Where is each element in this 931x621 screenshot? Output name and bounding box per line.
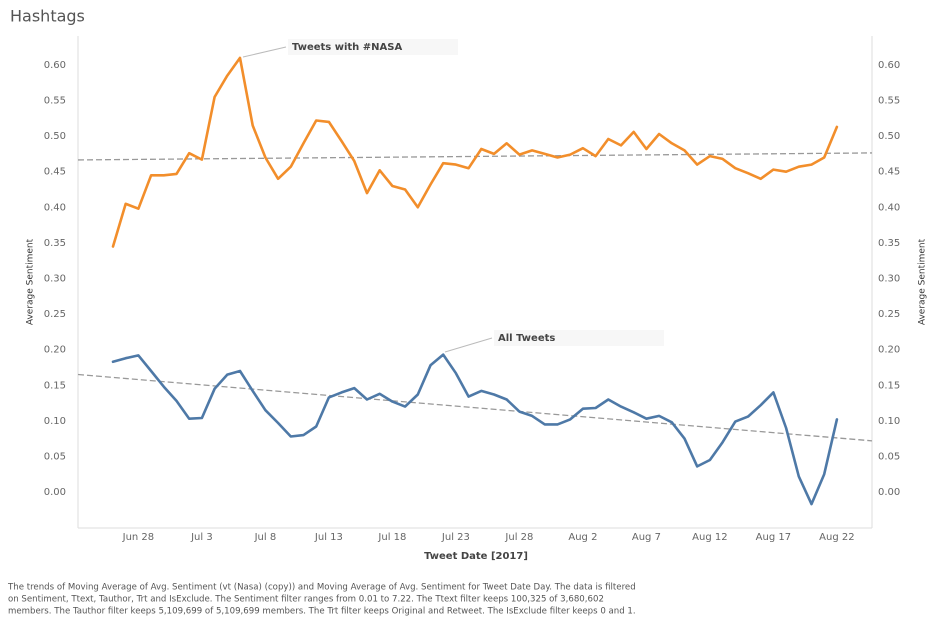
x-tick-label: Aug 7	[632, 532, 661, 543]
annotation: Tweets with #NASA	[292, 42, 402, 53]
series-line	[111, 56, 839, 248]
y2-tick-label: 0.25	[878, 309, 900, 320]
y-tick-label: 0.05	[44, 451, 66, 462]
y-tick-label: 0.30	[44, 273, 66, 284]
x-axis-title: Tweet Date [2017]	[424, 551, 528, 562]
x-tick-label: Jul 23	[441, 532, 470, 543]
x-tick-label: Jul 18	[377, 532, 406, 543]
y-tick-label: 0.45	[44, 167, 66, 178]
annotation-leader	[444, 337, 493, 353]
y2-tick-label: 0.55	[878, 96, 900, 107]
y2-tick-label: 0.30	[878, 273, 900, 284]
y-tick-label: 0.60	[44, 60, 66, 71]
y2-tick-label: 0.45	[878, 167, 900, 178]
y-tick-label: 0.20	[44, 345, 66, 356]
x-tick-label: Aug 2	[568, 532, 597, 543]
caption-line: The trends of Moving Average of Avg. Sen…	[7, 583, 636, 593]
y-tick-label: 0.55	[44, 96, 66, 107]
caption-line: on Sentiment, Ttext, Tauthor, Trt and Is…	[8, 595, 604, 605]
y-tick-label: 0.35	[44, 238, 66, 249]
y2-tick-label: 0.50	[878, 131, 900, 142]
x-tick-label: Jul 13	[314, 532, 343, 543]
x-tick-label: Aug 22	[819, 532, 854, 543]
y2-tick-label: 0.20	[878, 345, 900, 356]
y-tick-label: 0.40	[44, 202, 66, 213]
y2-tick-label: 0.10	[878, 416, 900, 427]
x-tick-label: Jul 28	[504, 532, 533, 543]
trend-line	[77, 373, 873, 442]
x-tick-label: Aug 12	[692, 532, 727, 543]
y2-tick-label: 0.40	[878, 202, 900, 213]
y-tick-label: 0.15	[44, 380, 66, 391]
x-tick-label: Aug 17	[756, 532, 791, 543]
y-tick-label: 0.10	[44, 416, 66, 427]
y-tick-label: 0.00	[44, 487, 66, 498]
y2-tick-label: 0.05	[878, 451, 900, 462]
x-tick-label: Jul 8	[254, 532, 277, 543]
series-line	[111, 353, 839, 506]
x-tick-label: Jul 3	[190, 532, 213, 543]
y-tick-label: 0.50	[44, 131, 66, 142]
y2-axis-title: Average Sentiment	[918, 238, 928, 325]
y-tick-label: 0.25	[44, 309, 66, 320]
y2-tick-label: 0.60	[878, 60, 900, 71]
x-tick-label: Jun 28	[122, 532, 155, 543]
caption-line: members. The Tauthor filter keeps 5,109,…	[8, 607, 636, 617]
y2-tick-label: 0.00	[878, 487, 900, 498]
annotation-box	[494, 330, 664, 346]
annotation-leader	[242, 46, 287, 58]
annotation-box	[288, 39, 458, 55]
y2-tick-label: 0.35	[878, 238, 900, 249]
y-axis-title: Average Sentiment	[26, 238, 36, 325]
y2-tick-label: 0.15	[878, 380, 900, 391]
annotation: All Tweets	[498, 333, 555, 344]
chart-title: Hashtags	[10, 7, 85, 26]
